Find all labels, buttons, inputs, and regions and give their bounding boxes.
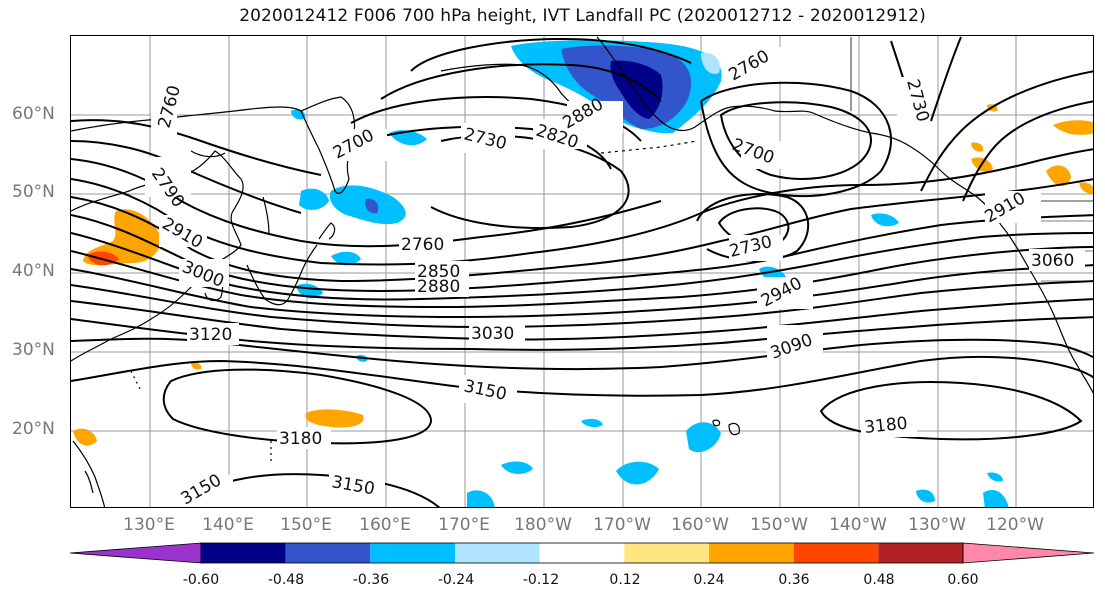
height-contours [71, 36, 1093, 507]
colorbar-cell [878, 543, 963, 563]
lon-label: 150°E [280, 515, 332, 535]
shade-pac5 [501, 461, 533, 474]
lon-label: 120°W [986, 515, 1044, 535]
colorbar-cell [793, 543, 879, 563]
contour-label: 2880 [417, 277, 460, 297]
shade-pos-wpac [305, 409, 364, 428]
map-svg: 2760 2790 2910 3000 3120 2700 2730 2820 … [71, 36, 1093, 507]
contour-label: 2760 [155, 83, 186, 130]
shade-pac9 [916, 489, 935, 503]
colorbar-cell [370, 543, 455, 563]
shade-okhotsk-2 [299, 188, 329, 210]
colorbar-tick-label: -0.48 [267, 572, 305, 588]
colorbar-tick-label: 0.12 [609, 572, 641, 588]
colorbar-tick-label: -0.36 [352, 572, 390, 588]
colorbar-tick-label: 0.24 [693, 572, 725, 588]
colorbar-cell [70, 542, 202, 564]
contour-label: 3060 [1031, 251, 1074, 271]
colorbar-tick-label: 0.48 [863, 572, 895, 588]
contour-label: 3030 [471, 324, 514, 344]
colorbar [70, 542, 1094, 564]
shade-pos-bc [1053, 120, 1093, 135]
colorbar-cell [285, 543, 371, 563]
contour-label: 3180 [279, 429, 322, 449]
colorbar-tick-label: -0.12 [522, 572, 560, 588]
shade-kurile [331, 251, 361, 266]
shade-okhotsk-dark [365, 198, 379, 214]
contour-label: 3180 [863, 414, 908, 438]
shade-pos-us3 [1079, 182, 1093, 194]
shade-pac7 [581, 418, 603, 428]
contour-label: 2760 [401, 235, 444, 255]
colorbar-tick-label: -0.60 [182, 572, 220, 588]
shade-pac3 [686, 422, 721, 453]
colorbar-cell [709, 543, 794, 563]
shade-pac2 [871, 213, 899, 227]
lon-label: 160°W [671, 515, 729, 535]
colorbar-frame [200, 542, 964, 564]
colorbar-cell [624, 543, 709, 563]
lon-label: 130°E [123, 515, 175, 535]
colorbar-tick-label: 0.60 [947, 572, 979, 588]
colorbar-tick-label: -0.24 [437, 572, 475, 588]
colorbar-cell [962, 542, 1094, 564]
lon-label: 140°W [829, 515, 887, 535]
shade-pos-china [83, 209, 161, 266]
contour-label: 3120 [189, 325, 232, 345]
shade-pos-ph [73, 428, 97, 446]
colorbar-cell [201, 543, 286, 563]
lat-label: 60°N [12, 104, 55, 124]
shade-pos-us [1046, 165, 1071, 187]
lon-label: 170°W [593, 515, 651, 535]
lat-label: 30°N [12, 340, 55, 360]
colorbar-tick-label: 0.36 [778, 572, 810, 588]
lon-label: 150°W [750, 515, 808, 535]
shade-pos-bc2 [971, 142, 984, 152]
lon-label: 130°W [908, 515, 966, 535]
contour-label: 2850 [417, 262, 460, 282]
lon-label: 170°E [438, 515, 490, 535]
shade-pac4 [616, 461, 659, 485]
shade-pac6 [467, 490, 495, 507]
lon-label: 160°E [359, 515, 411, 535]
lat-label: 40°N [12, 261, 55, 281]
map-plot-area: 2760 2790 2910 3000 3120 2700 2730 2820 … [70, 35, 1094, 508]
lat-label: 20°N [12, 419, 55, 439]
lon-label: 180°W [514, 515, 572, 535]
shade-pac10 [987, 472, 1003, 482]
shade-pac8 [983, 490, 1009, 507]
colorbar-cell [539, 543, 625, 563]
shade-pos-sea3 [191, 362, 202, 370]
lon-label: 140°E [202, 515, 254, 535]
colorbar-cell [455, 543, 540, 563]
shade-bering-edge [701, 52, 720, 74]
lat-label: 50°N [12, 182, 55, 202]
figure-title: 2020012412 F006 700 hPa height, IVT Land… [239, 6, 926, 26]
